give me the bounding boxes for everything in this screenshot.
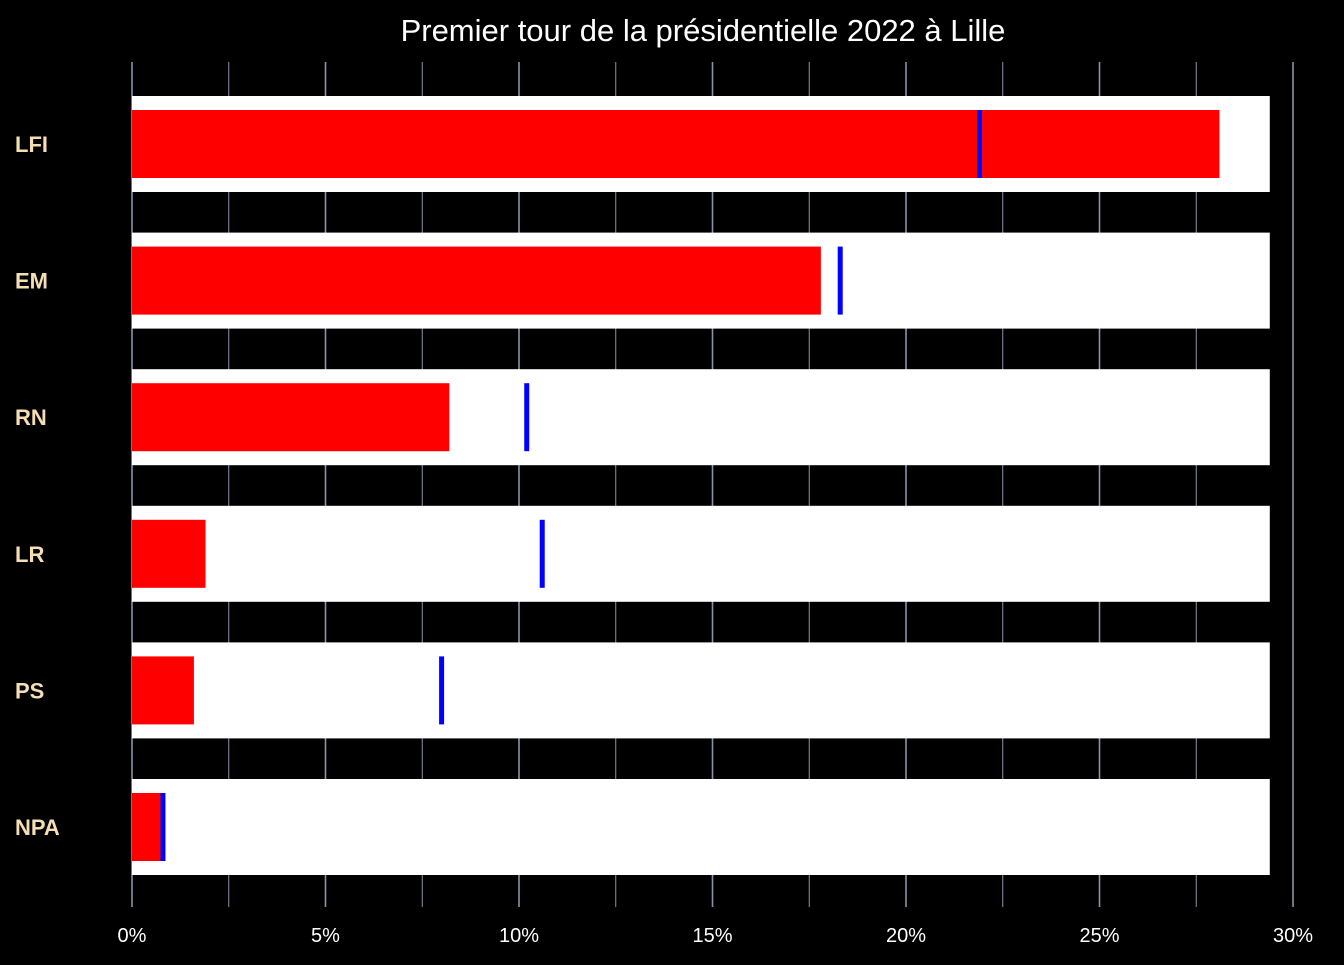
bar-background-ps (132, 642, 1270, 739)
x-tick-label: 20% (886, 925, 926, 947)
bar-ps (132, 656, 194, 725)
x-tick-label: 25% (1079, 925, 1119, 947)
marker-em (837, 246, 843, 315)
x-tick-label: 30% (1273, 925, 1313, 947)
category-labels: LFI EM RN LR PS NPA (15, 132, 60, 840)
bar-lfi (132, 110, 1220, 178)
x-tick-label: 15% (692, 925, 732, 947)
bar-npa (132, 793, 163, 861)
grid-layer (131, 62, 1294, 907)
bar-background-npa (132, 779, 1270, 875)
category-label-lr: LR (15, 542, 44, 567)
category-label-lfi: LFI (15, 132, 48, 157)
category-label-rn: RN (15, 405, 47, 430)
x-tick-label: 10% (499, 925, 539, 947)
marker-ps (439, 656, 445, 725)
x-tick-labels: 0% 5% 10% 15% 20% 25% 30% (118, 925, 1314, 947)
bar-rn (132, 383, 450, 452)
x-tick-label: 5% (311, 925, 340, 947)
bars-layer (132, 110, 1220, 861)
marker-lfi (977, 110, 983, 178)
bar-em (132, 246, 821, 315)
chart-title: Premier tour de la présidentielle 2022 à… (401, 13, 1006, 48)
x-tick-label: 0% (118, 925, 147, 947)
category-label-em: EM (15, 269, 48, 294)
markers-layer (160, 110, 983, 861)
marker-npa (160, 793, 166, 861)
bar-lr (132, 519, 206, 588)
category-label-ps: PS (15, 678, 44, 703)
bar-background-lr (132, 505, 1270, 602)
marker-rn (524, 383, 530, 452)
category-label-npa: NPA (15, 815, 60, 840)
marker-lr (539, 519, 545, 588)
